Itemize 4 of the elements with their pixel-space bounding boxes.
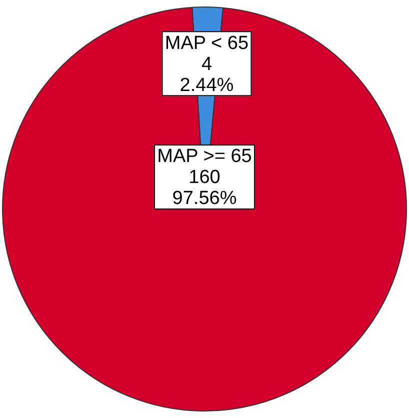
slice-label: MAP < 65 [164, 32, 249, 54]
slice-label: MAP >= 65 [157, 146, 252, 168]
data-label: 4 2.44% [180, 54, 234, 96]
data-label: 160 97.56% [172, 167, 237, 210]
